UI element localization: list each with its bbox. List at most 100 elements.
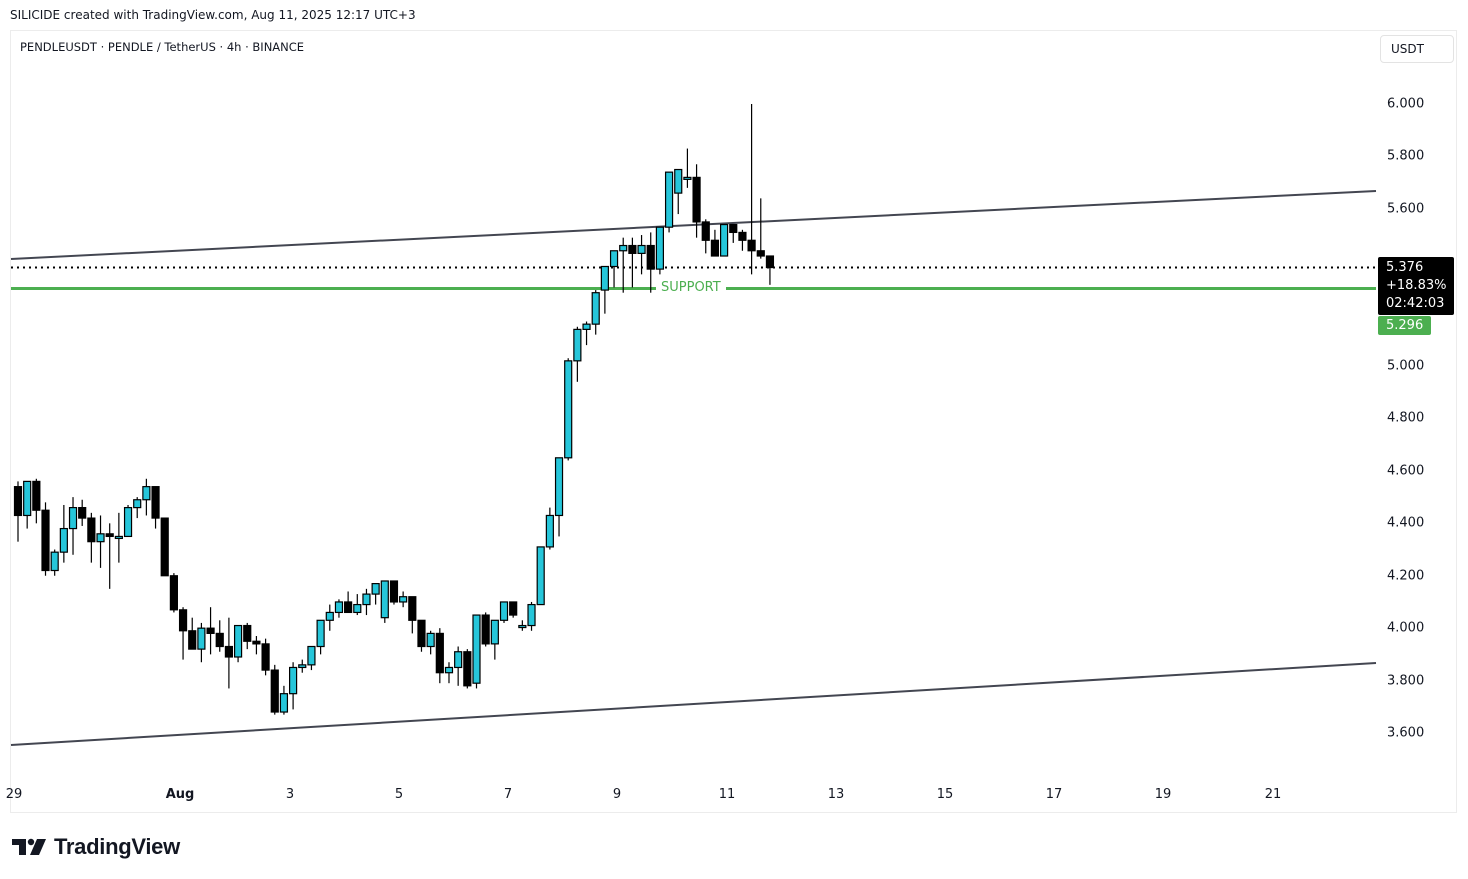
candle-down: [270, 669, 279, 713]
candle-up: [573, 328, 582, 362]
candle-down: [206, 627, 215, 635]
candle-down: [628, 244, 637, 254]
symbol-info: PENDLEUSDT · PENDLE / TetherUS · 4h · BI…: [20, 40, 305, 54]
candle-down: [765, 255, 775, 269]
candle-up: [289, 666, 298, 695]
price-axis-label: 5.800: [1387, 148, 1425, 164]
time-axis-label: 11: [718, 787, 736, 802]
candle-up: [380, 580, 389, 619]
candle-up: [362, 593, 371, 606]
candle-down: [178, 609, 188, 632]
candle-up: [527, 603, 536, 627]
candle-up: [719, 223, 729, 257]
candle-up: [123, 507, 133, 538]
candle-down: [692, 176, 701, 223]
candle-down: [756, 250, 765, 257]
channel-lower-line: [10, 662, 1377, 746]
candle-down: [710, 239, 720, 257]
candle-up: [133, 499, 142, 509]
candle-up: [444, 666, 454, 674]
candle-up: [334, 601, 344, 614]
candle-up: [490, 619, 499, 645]
candle-up: [518, 624, 527, 629]
candle-up: [536, 546, 545, 606]
candle-up: [545, 514, 554, 548]
candle-down: [13, 486, 23, 517]
candle-down: [463, 651, 472, 687]
candle-down: [41, 509, 50, 572]
time-axis-label: 7: [503, 787, 513, 802]
candle-up: [96, 533, 105, 543]
price-axis-label: 4.800: [1387, 410, 1425, 426]
candle-down: [151, 486, 160, 519]
candle-down: [243, 624, 252, 642]
price-axis-label: 4.200: [1387, 568, 1425, 584]
price-axis-label: 4.600: [1387, 463, 1425, 479]
candle-up: [353, 603, 362, 614]
candle-up: [114, 535, 123, 540]
candle-up: [655, 226, 665, 270]
candle-down: [169, 575, 178, 611]
time-axis-label: 19: [1154, 787, 1172, 802]
time-axis-label: Aug: [165, 787, 195, 802]
candle-down: [252, 640, 261, 645]
candle-down: [389, 580, 399, 603]
support-price-tag: 5.296: [1378, 316, 1431, 335]
candle-down: [701, 221, 710, 241]
time-axis-label: 13: [827, 787, 845, 802]
candle-up: [316, 619, 325, 648]
candle-down: [738, 231, 747, 241]
candle-down: [188, 630, 197, 650]
price-axis-label: 5.600: [1387, 201, 1425, 217]
candle-up: [664, 171, 674, 228]
candle-up: [564, 360, 573, 459]
candle-down: [78, 507, 87, 519]
candle-up: [637, 244, 646, 254]
price-axis-label: 5.000: [1387, 358, 1425, 374]
channel-upper-line: [10, 190, 1377, 260]
candle-up: [674, 168, 683, 194]
candle-down: [224, 645, 234, 658]
candle-up: [371, 583, 380, 595]
candle-down: [509, 601, 518, 616]
candle-up: [197, 627, 206, 650]
tradingview-logo[interactable]: TradingView: [12, 834, 180, 860]
candle-up: [683, 176, 692, 180]
price-axis-border: [1456, 30, 1457, 813]
candle-down: [105, 533, 114, 538]
candle-down: [32, 480, 41, 511]
candle-up: [68, 507, 78, 530]
time-axis-label: 9: [612, 787, 622, 802]
price-axis-label: 6.000: [1387, 96, 1425, 112]
time-axis-label: 21: [1264, 787, 1282, 802]
candle-down: [160, 517, 169, 577]
tradingview-logo-icon: [12, 838, 46, 855]
currency-button[interactable]: USDT: [1380, 35, 1454, 63]
attribution-text: SILICIDE created with TradingView.com, A…: [10, 8, 416, 22]
candle-up: [582, 323, 591, 330]
candle-up: [59, 527, 68, 553]
candle-up: [609, 250, 619, 268]
candle-up: [472, 614, 481, 684]
current-price-tag: 5.376 +18.83% 02:42:03: [1378, 257, 1454, 315]
candle-down: [215, 632, 224, 648]
candle-up: [499, 601, 509, 621]
candle-up: [23, 480, 32, 517]
candle-down: [344, 601, 353, 614]
time-axis-label: 15: [936, 787, 954, 802]
candle-up: [307, 645, 316, 666]
tradingview-logo-text: TradingView: [54, 834, 180, 859]
candle-up: [399, 596, 408, 603]
support-line-label: SUPPORT: [656, 279, 726, 295]
candle-down: [408, 596, 417, 621]
time-axis-label: 5: [394, 787, 404, 802]
time-axis-label: 29: [5, 787, 23, 802]
candle-up: [298, 664, 307, 669]
candle-up: [325, 611, 334, 621]
candle-up: [426, 632, 435, 648]
candle-down: [417, 619, 426, 648]
candle-down: [261, 643, 270, 671]
candle-up: [600, 265, 609, 291]
price-axis-label: 3.600: [1387, 725, 1425, 741]
